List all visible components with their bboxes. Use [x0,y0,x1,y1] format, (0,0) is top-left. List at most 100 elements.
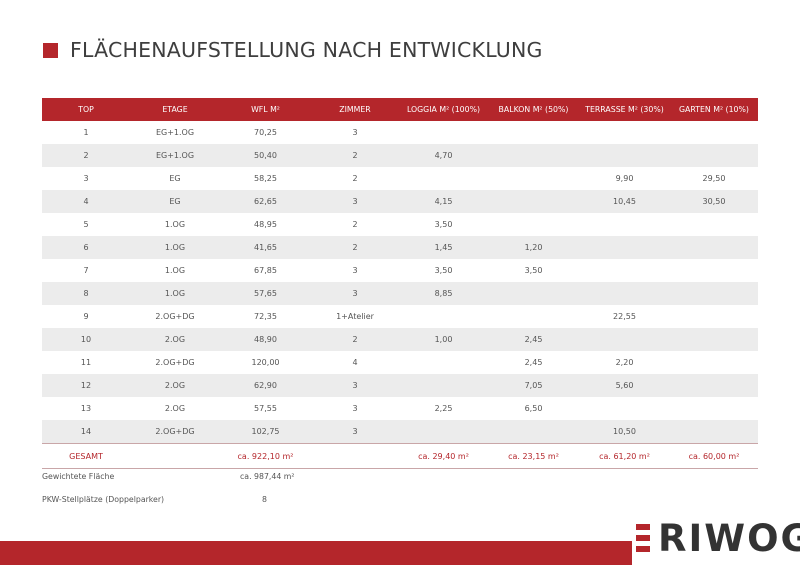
cell-terrasse: 9,90 [579,167,670,190]
cell-zimmer: 2 [311,167,399,190]
cell-terrasse: 10,45 [579,190,670,213]
cell-balkon: 3,50 [488,259,579,282]
column-header-zimmer: ZIMMER [311,98,399,121]
cell-top: 5 [42,213,130,236]
cell-loggia: 2,25 [399,397,488,420]
cell-etage: 2.OG+DG [130,351,220,374]
cell-top: 12 [42,374,130,397]
cell-garten [670,121,758,144]
column-header-balkon: BALKON M² (50%) [488,98,579,121]
cell-wfl: 102,75 [220,420,311,444]
cell-loggia: 4,70 [399,144,488,167]
logo-text: RIWOG [658,516,800,560]
cell-balkon: 2,45 [488,328,579,351]
cell-loggia [399,121,488,144]
cell-top: 7 [42,259,130,282]
cell-etage: EG+1.OG [130,121,220,144]
cell-top: 2 [42,144,130,167]
title-marker [43,42,58,58]
table-row: 9 2.OG+DG 72,35 1+Atelier 22,55 [42,305,758,328]
cell-terrasse: 10,50 [579,420,670,444]
cell-etage: 2.OG+DG [130,420,220,444]
cell-loggia: 3,50 [399,213,488,236]
cell-etage: 2.OG+DG [130,305,220,328]
cell-zimmer: 3 [311,397,399,420]
cell-wfl: 70,25 [220,121,311,144]
cell-balkon [488,213,579,236]
cell-wfl: 50,40 [220,144,311,167]
table-header-row: TOP ETAGE WFL M² ZIMMER LOGGIA M² (100%)… [42,98,758,121]
cell-zimmer: 3 [311,121,399,144]
cell-loggia [399,420,488,444]
cell-garten [670,420,758,444]
cell-zimmer: 4 [311,351,399,374]
total-terrasse: ca. 61,20 m² [579,443,670,469]
table-row: 14 2.OG+DG 102,75 3 10,50 [42,420,758,444]
cell-balkon [488,420,579,444]
parking-value: 8 [262,495,267,504]
cell-terrasse [579,236,670,259]
logo-mark-icon [636,521,654,555]
cell-terrasse [579,213,670,236]
cell-garten [670,213,758,236]
table-row: 10 2.OG 48,90 2 1,00 2,45 [42,328,758,351]
total-cell [311,443,399,469]
cell-wfl: 41,65 [220,236,311,259]
cell-balkon [488,282,579,305]
column-header-wfl: WFL M² [220,98,311,121]
cell-balkon [488,305,579,328]
cell-balkon: 7,05 [488,374,579,397]
column-header-loggia: LOGGIA M² (100%) [399,98,488,121]
cell-garten [670,305,758,328]
cell-terrasse: 5,60 [579,374,670,397]
cell-terrasse [579,259,670,282]
cell-balkon: 2,45 [488,351,579,374]
weighted-area-value: ca. 987,44 m² [240,472,295,481]
total-garten: ca. 60,00 m² [670,443,758,469]
table-row: 8 1.OG 57,65 3 8,85 [42,282,758,305]
cell-garten [670,259,758,282]
table-row: 7 1.OG 67,85 3 3,50 3,50 [42,259,758,282]
cell-balkon [488,190,579,213]
cell-zimmer: 3 [311,420,399,444]
cell-etage: EG [130,190,220,213]
cell-garten [670,282,758,305]
weighted-area-label: Gewichtete Fläche [42,472,115,481]
cell-wfl: 57,55 [220,397,311,420]
cell-terrasse [579,144,670,167]
cell-zimmer: 3 [311,190,399,213]
cell-etage: EG+1.OG [130,144,220,167]
cell-wfl: 67,85 [220,259,311,282]
cell-etage: 1.OG [130,282,220,305]
cell-terrasse [579,282,670,305]
cell-loggia: 3,50 [399,259,488,282]
column-header-etage: ETAGE [130,98,220,121]
table-row: 3 EG 58,25 2 9,90 29,50 [42,167,758,190]
logo-background [632,520,800,565]
cell-wfl: 72,35 [220,305,311,328]
table-row: 11 2.OG+DG 120,00 4 2,45 2,20 [42,351,758,374]
cell-etage: 2.OG [130,374,220,397]
cell-loggia: 1,00 [399,328,488,351]
cell-wfl: 120,00 [220,351,311,374]
total-loggia: ca. 29,40 m² [399,443,488,469]
cell-top: 3 [42,167,130,190]
company-logo: RIWOG [636,518,800,558]
cell-wfl: 58,25 [220,167,311,190]
column-header-terrasse: TERRASSE M² (30%) [579,98,670,121]
cell-zimmer: 2 [311,144,399,167]
cell-wfl: 62,90 [220,374,311,397]
cell-garten [670,328,758,351]
cell-loggia [399,351,488,374]
cell-wfl: 48,90 [220,328,311,351]
cell-etage: 2.OG [130,397,220,420]
table-row: 5 1.OG 48,95 2 3,50 [42,213,758,236]
cell-balkon [488,167,579,190]
table-row: 2 EG+1.OG 50,40 2 4,70 [42,144,758,167]
cell-etage: EG [130,167,220,190]
cell-etage: 1.OG [130,259,220,282]
cell-garten [670,351,758,374]
cell-wfl: 62,65 [220,190,311,213]
cell-top: 10 [42,328,130,351]
cell-terrasse [579,328,670,351]
